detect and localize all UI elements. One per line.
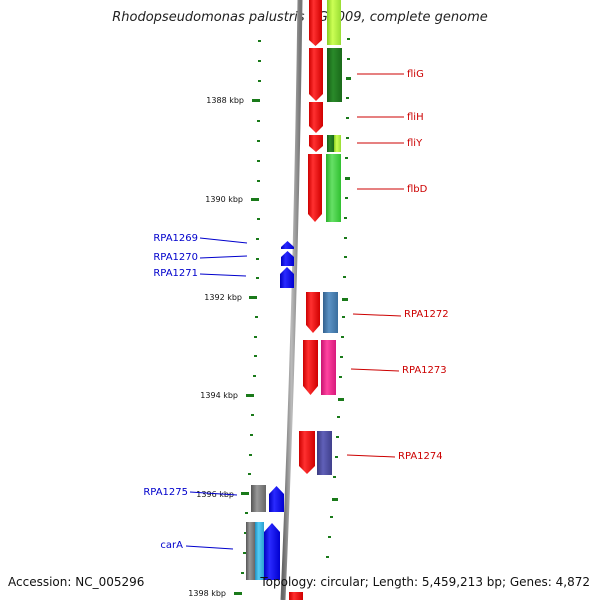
- outer-tick-dots: [326, 38, 351, 558]
- category-blocks: [246, 0, 342, 580]
- reverse-genes: [264, 241, 294, 580]
- gene-arrow-RPA1274: [299, 431, 315, 474]
- cog-block-fliY-dark: [327, 135, 334, 152]
- cog-block-yellowgreen-top: [327, 0, 341, 45]
- gene-label-RPA1270: RPA1270: [153, 252, 198, 263]
- gene-arrow-RPA1275: [269, 486, 284, 512]
- cog-block-RPA1272: [323, 292, 338, 333]
- cog-block-RPA1274: [317, 431, 332, 475]
- gene-arrow-flbD: [308, 154, 322, 222]
- cog-block-fliY-light: [334, 135, 341, 152]
- gene-label-RPA1275: RPA1275: [143, 487, 188, 498]
- gene-arrow-RPA1273: [303, 340, 318, 395]
- gene-label-RPA1269: RPA1269: [153, 233, 198, 244]
- leader-lines-reverse: [185, 237, 248, 550]
- tick-label-1398: 1398 kbp: [188, 589, 226, 598]
- cog-block-flbD: [326, 154, 341, 222]
- gene-arrow-RPA1271: [280, 267, 294, 288]
- cog-block-RPA1275: [251, 485, 266, 512]
- gene-arrow-RPA1272: [306, 292, 320, 333]
- gene-arrow-carA: [264, 523, 280, 580]
- gene-arrow-fliG-top: [309, 0, 322, 46]
- topology-label: Topology: circular; Length: 5,459,213 bp…: [260, 575, 590, 589]
- gene-arrow-fliY: [309, 135, 323, 152]
- gene-arrow-fliG: [309, 48, 323, 101]
- gene-arrow-RPA1269: [281, 241, 294, 249]
- cog-block-RPA1273: [321, 340, 336, 395]
- gene-label-RPA1272: RPA1272: [404, 309, 449, 320]
- tick-label-1390: 1390 kbp: [205, 195, 243, 204]
- cog-block-carA-gray: [246, 522, 255, 580]
- accession-label: Accession: NC_005296: [8, 575, 145, 589]
- leader-lines-forward: [346, 73, 404, 458]
- tick-label-1392: 1392 kbp: [204, 293, 242, 302]
- genome-backbone: [280, 0, 303, 600]
- gene-label-RPA1274: RPA1274: [398, 451, 443, 462]
- cog-block-carA-cyan: [255, 522, 264, 580]
- gene-label-carA: carA: [160, 540, 183, 551]
- cog-block-fliG: [327, 48, 342, 102]
- major-ticks: [234, 99, 260, 595]
- gene-arrow-RPA1270: [281, 251, 294, 266]
- gene-arrow-bottom: [289, 592, 303, 600]
- gene-label-fliG: fliG: [407, 69, 424, 80]
- gene-label-fliY: fliY: [407, 138, 423, 149]
- gene-label-RPA1271: RPA1271: [153, 268, 198, 279]
- gene-label-fliH: fliH: [407, 112, 424, 123]
- inner-tick-dots: [241, 40, 261, 574]
- gene-label-flbD: flbD: [407, 184, 428, 195]
- tick-label-1388: 1388 kbp: [206, 96, 244, 105]
- tick-label-1394: 1394 kbp: [200, 391, 238, 400]
- forward-genes: [289, 0, 323, 600]
- gene-label-RPA1273: RPA1273: [402, 365, 447, 376]
- gene-arrow-fliH: [309, 102, 323, 133]
- tick-label-1396: 1396 kbp: [196, 490, 234, 499]
